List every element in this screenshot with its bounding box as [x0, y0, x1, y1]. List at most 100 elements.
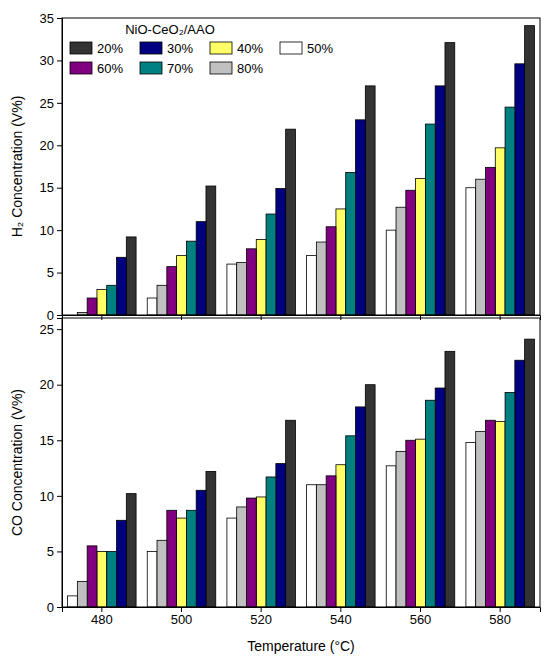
- tick-mark: [57, 230, 62, 231]
- tick-mark: [57, 18, 62, 19]
- tick-mark: [57, 188, 62, 189]
- tick: 0: [47, 600, 62, 615]
- bar: [157, 540, 167, 607]
- bar: [505, 392, 515, 607]
- bar: [485, 167, 495, 315]
- bar: [326, 227, 336, 315]
- tick: 500: [171, 607, 193, 627]
- tick-label: 20: [40, 377, 54, 392]
- bar: [307, 256, 317, 315]
- bar-series: [77, 179, 485, 315]
- tick: 5: [47, 265, 62, 280]
- legend-swatch: [140, 42, 162, 54]
- tick-label: 25: [40, 322, 54, 337]
- bar: [485, 420, 495, 607]
- bar: [68, 596, 78, 607]
- panel: 0 5 10 15 20 25 480 500 520 540 560 580 CO Concentra…: [9, 318, 541, 654]
- tick-label: 15: [40, 433, 54, 448]
- tick-label: 480: [91, 612, 113, 627]
- bar: [206, 471, 216, 607]
- bar: [356, 407, 366, 607]
- tick: 520: [250, 607, 272, 627]
- tick-label: 540: [330, 612, 352, 627]
- bar: [186, 510, 196, 607]
- bar: [117, 257, 127, 315]
- tick: 15: [40, 433, 62, 448]
- bar: [525, 26, 535, 315]
- y-axis: 0 5 10 15 20 25: [40, 319, 63, 615]
- plot-frame: [62, 18, 540, 315]
- bar: [466, 188, 476, 315]
- bar: [505, 107, 515, 315]
- bar: [186, 241, 196, 315]
- legend-entry: 20%: [70, 41, 123, 56]
- bar: [87, 546, 97, 607]
- tick-mark: [57, 385, 62, 386]
- x-axis-title: Temperature (°C): [247, 638, 355, 654]
- legend-label: 50%: [307, 41, 333, 56]
- bar: [227, 264, 237, 315]
- bar: [386, 230, 396, 315]
- tick-mark: [57, 60, 62, 61]
- legend-entry: 40%: [210, 41, 263, 56]
- tick-mark: [57, 315, 62, 316]
- bar: [425, 124, 435, 315]
- y-axis: 05101520253035: [40, 11, 63, 323]
- y-axis-title: CO Concentration (V%): [9, 389, 25, 536]
- tick-mark: [57, 103, 62, 104]
- bar: [495, 421, 505, 607]
- tick: 25: [40, 96, 62, 111]
- tick: 10: [40, 489, 62, 504]
- tick-label: 0: [47, 600, 54, 615]
- bar: [237, 262, 247, 315]
- bar: [246, 498, 256, 607]
- legend-label: 30%: [167, 41, 193, 56]
- bar-series: [126, 339, 534, 607]
- bar: [286, 420, 296, 607]
- bar: [256, 497, 266, 607]
- bar: [107, 285, 117, 315]
- legend-label: 80%: [237, 61, 263, 76]
- legend-entry: 60%: [70, 61, 123, 76]
- legend-swatch: [280, 42, 302, 54]
- bar: [87, 298, 97, 315]
- bar: [286, 129, 296, 315]
- bar: [425, 400, 435, 607]
- bar: [117, 520, 127, 607]
- bar: [157, 285, 167, 315]
- bar-series: [117, 360, 525, 607]
- chart: 05101520253035H₂ Concentration (V%)NiO-C…: [0, 0, 558, 672]
- bar: [316, 485, 326, 607]
- tick: 30: [40, 53, 62, 68]
- bar: [97, 290, 107, 315]
- legend-swatch: [70, 42, 92, 54]
- bar-series: [107, 392, 515, 607]
- legend-entry: 70%: [140, 61, 193, 76]
- bar: [107, 551, 117, 607]
- tick-label: 580: [489, 612, 511, 627]
- tick-mark: [57, 440, 62, 441]
- bar: [346, 172, 356, 315]
- tick: 5: [47, 544, 62, 559]
- tick: 20: [40, 377, 62, 392]
- bar: [147, 298, 157, 315]
- bar-series: [107, 107, 515, 315]
- bar-series: [97, 421, 505, 607]
- tick: 560: [410, 607, 432, 627]
- bar: [445, 43, 455, 315]
- legend-label: 70%: [167, 61, 193, 76]
- bar: [246, 249, 256, 315]
- tick-label: 560: [410, 612, 432, 627]
- bar-series: [117, 64, 525, 315]
- bars: [77, 26, 534, 315]
- tick-label: 5: [47, 544, 54, 559]
- tick-label: 30: [40, 53, 54, 68]
- bar: [476, 431, 486, 607]
- bar: [515, 360, 525, 607]
- bar-series: [126, 26, 534, 315]
- legend-swatch: [210, 62, 232, 74]
- bar: [77, 581, 87, 607]
- plot-frame: [62, 318, 540, 607]
- tick-mark: [57, 607, 62, 608]
- bar: [256, 239, 266, 315]
